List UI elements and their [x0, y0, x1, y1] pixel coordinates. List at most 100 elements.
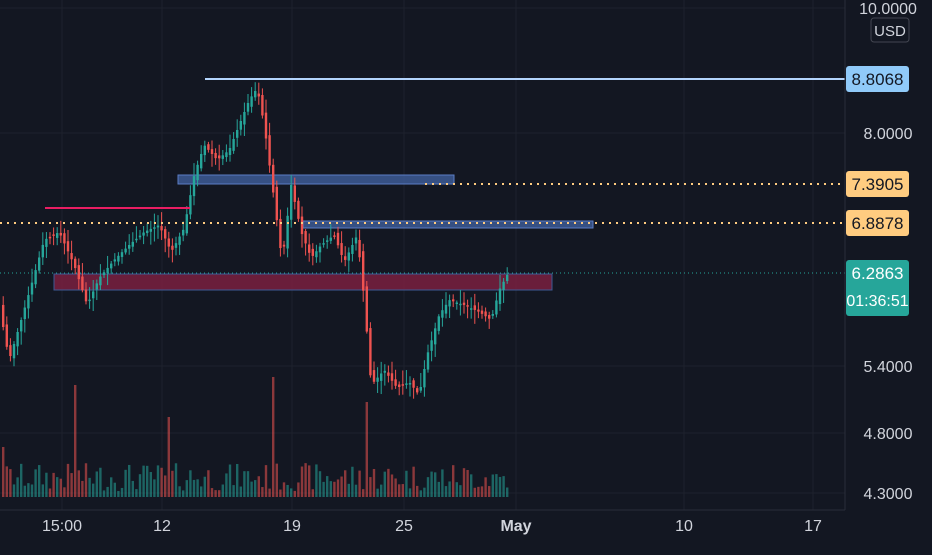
volume-bar: [293, 490, 296, 497]
volume-bar: [358, 470, 361, 497]
volume-bar: [423, 487, 426, 497]
volume-bar: [160, 467, 163, 497]
candle-body: [448, 300, 451, 307]
candle-body: [347, 252, 350, 261]
price-label-7-3905[interactable]: 7.3905: [846, 171, 909, 197]
candle-body: [279, 218, 282, 249]
volume-bar: [495, 474, 498, 497]
price-label-value: 6.2863: [852, 264, 904, 283]
volume-bar: [488, 486, 491, 497]
candle-body: [225, 152, 228, 158]
volume-bar: [286, 484, 289, 497]
time-axis[interactable]: 15:00 12 19 25 May 10 17: [42, 518, 822, 535]
candle-body: [106, 267, 109, 273]
price-axis[interactable]: 10.0000 8.0000 5.4000 4.8000 4.3000 USD: [859, 1, 917, 503]
candle-body: [48, 236, 52, 239]
candle-body: [282, 244, 286, 247]
candle-body: [236, 130, 239, 138]
volume-bar: [344, 470, 347, 497]
currency-box[interactable]: [870, 17, 910, 43]
candle-body: [502, 281, 505, 291]
volume-bar: [124, 469, 127, 497]
volume-bar: [376, 488, 379, 497]
currency-selector[interactable]: USD: [870, 17, 910, 43]
volume-bar: [434, 472, 437, 497]
candle-body: [149, 228, 152, 232]
volume-bar: [142, 465, 145, 497]
volume-bar: [437, 481, 440, 497]
zone-rectangle-1[interactable]: [177, 174, 455, 185]
candle-body: [452, 299, 455, 302]
volume-bar: [459, 485, 462, 497]
time-tick-label: 15:00: [42, 518, 82, 535]
volume-bar: [257, 476, 260, 497]
volume-bar: [362, 489, 365, 497]
candle-body: [124, 248, 127, 253]
volume-bar: [261, 487, 264, 497]
candle-body: [131, 241, 134, 247]
price-label-box[interactable]: [846, 66, 909, 92]
volume-bar: [45, 472, 48, 497]
currency-label: USD: [874, 23, 906, 40]
volume-bar: [290, 488, 293, 497]
candle-body: [70, 253, 73, 260]
candle-body: [23, 307, 26, 320]
candle-body: [470, 308, 473, 310]
candle-body: [164, 229, 167, 239]
price-label-box[interactable]: [846, 171, 909, 197]
price-label-value: 6.8878: [852, 214, 904, 233]
candle-body: [246, 103, 250, 112]
volume-bar: [189, 470, 192, 497]
candle-body: [322, 243, 325, 245]
price-label-8-8068[interactable]: 8.8068: [846, 66, 909, 92]
candle-body: [351, 244, 354, 254]
volume-bar: [264, 465, 268, 497]
volume-bar: [84, 463, 88, 497]
candle-body: [362, 251, 365, 291]
volume-bar: [34, 469, 37, 497]
candle-body: [300, 216, 304, 235]
candle-body: [174, 243, 178, 248]
candle-body: [426, 352, 430, 370]
price-label-box[interactable]: [846, 210, 909, 236]
volume-bar: [380, 484, 383, 497]
time-tick-label: 12: [153, 518, 171, 535]
candle-body: [408, 383, 412, 385]
candle-body: [117, 255, 120, 262]
price-label-box[interactable]: [846, 260, 909, 316]
volume-bar: [95, 471, 98, 497]
volume-bar: [466, 469, 469, 497]
candle-body: [401, 384, 404, 386]
candle-body: [430, 340, 433, 351]
volume-bar: [99, 467, 102, 497]
volume-bar: [214, 490, 217, 497]
candle-body: [167, 238, 170, 247]
candle-body: [290, 185, 293, 220]
candle-body: [38, 257, 41, 271]
candle-body: [88, 299, 91, 302]
candle-body: [326, 240, 329, 242]
candle-body: [200, 154, 203, 169]
price-label-6-8878[interactable]: 6.8878: [846, 210, 909, 236]
zone-rectangle-3[interactable]: [53, 273, 553, 291]
candle-body: [308, 244, 311, 253]
candle-body: [477, 309, 480, 312]
price-label-6-2863[interactable]: 6.2863 01:36:51: [846, 260, 909, 316]
volume-bar: [203, 476, 206, 497]
candle-body: [63, 233, 66, 244]
volume-bar: [254, 480, 257, 497]
candle-body: [297, 200, 300, 219]
candle-body: [444, 304, 448, 314]
volume-bar: [146, 465, 149, 497]
candle-body: [434, 328, 437, 345]
volume-bar: [117, 490, 120, 497]
volume-bar: [455, 482, 458, 497]
volume-bar: [470, 474, 473, 497]
candle-body: [506, 275, 509, 281]
volume-bar: [196, 479, 199, 497]
candle-body: [66, 241, 70, 252]
volume-bar: [156, 465, 160, 497]
price-tick-label: 10.0000: [859, 1, 917, 18]
